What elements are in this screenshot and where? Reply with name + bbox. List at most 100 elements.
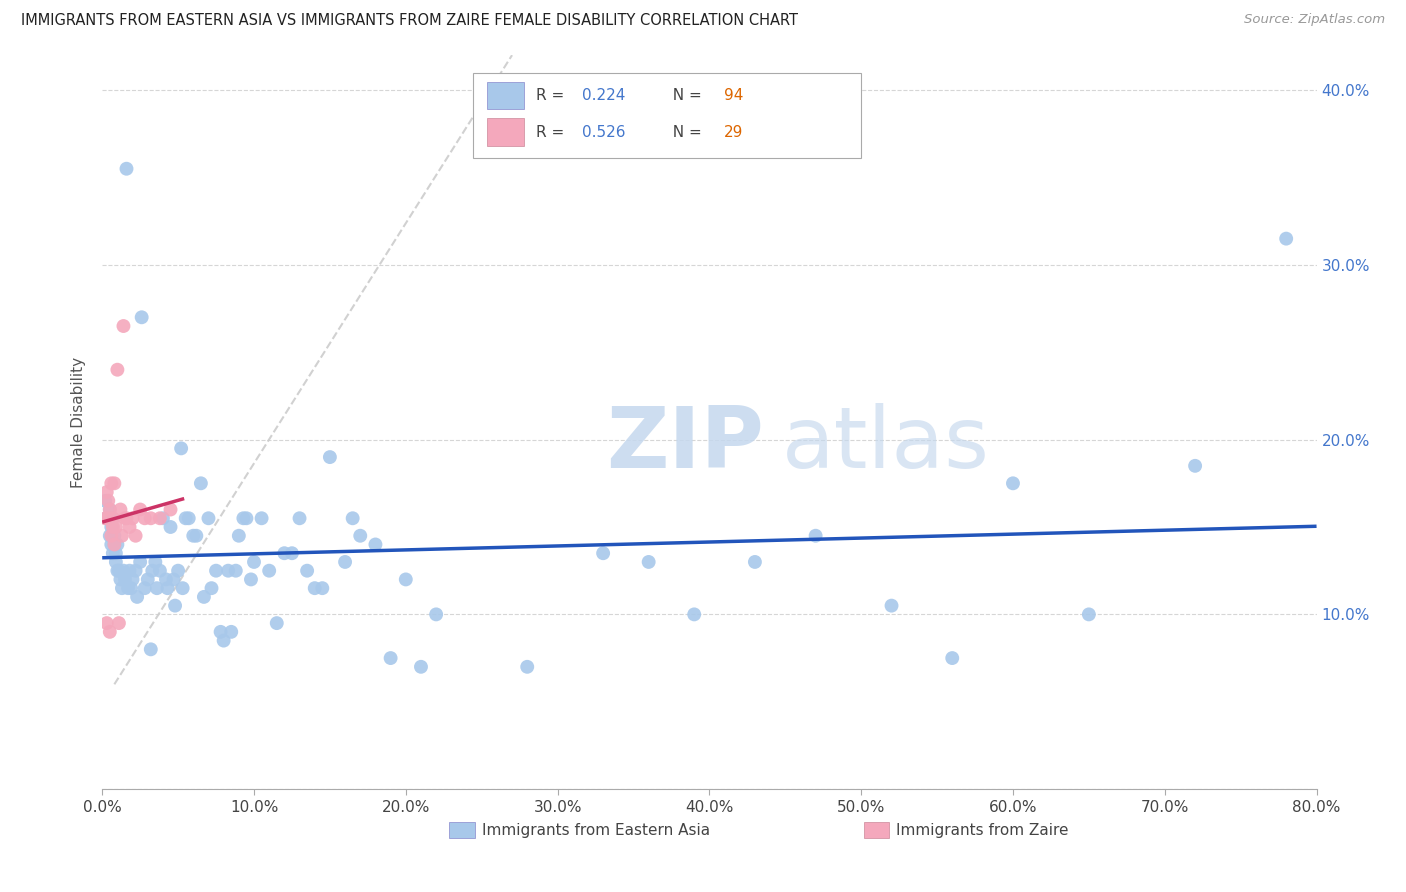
Point [159, 502, 181, 516]
Point [1275, 232, 1298, 246]
Point [108, 616, 131, 631]
Point [103, 537, 125, 551]
Point [266, 616, 288, 631]
Point [172, 581, 194, 595]
Point [152, 511, 174, 525]
Text: R =: R = [536, 88, 569, 103]
Point [105, 362, 128, 376]
Point [174, 511, 197, 525]
Point [165, 599, 187, 613]
Point [149, 564, 172, 578]
Point [193, 590, 215, 604]
Point [167, 564, 190, 578]
Point [349, 529, 371, 543]
Point [139, 511, 162, 525]
Point [112, 564, 135, 578]
Point [683, 607, 706, 622]
Point [156, 581, 179, 595]
Point [304, 581, 326, 595]
Point [110, 502, 132, 516]
Point [311, 581, 333, 595]
Point [97, 511, 120, 525]
Text: 0.526: 0.526 [582, 125, 626, 140]
Point [104, 520, 127, 534]
Point [98, 502, 121, 516]
Point [159, 520, 181, 534]
Text: R =: R = [536, 125, 569, 140]
Point [219, 624, 242, 639]
Text: ZIP: ZIP [606, 402, 763, 485]
Point [342, 511, 364, 525]
Point [96, 616, 118, 631]
Point [98, 624, 121, 639]
Point [114, 511, 136, 525]
Point [170, 442, 193, 456]
Point [98, 529, 121, 543]
Point [425, 607, 447, 622]
Point [117, 581, 139, 595]
FancyBboxPatch shape [486, 81, 523, 110]
Point [190, 476, 212, 491]
Point [129, 502, 152, 516]
Point [103, 476, 125, 491]
Point [637, 555, 659, 569]
Point [134, 581, 156, 595]
Point [1001, 476, 1024, 491]
Point [101, 511, 124, 525]
Point [100, 520, 122, 534]
FancyBboxPatch shape [472, 73, 860, 158]
Point [131, 310, 153, 325]
Point [319, 450, 342, 464]
Point [149, 511, 172, 525]
Point [100, 476, 122, 491]
Point [592, 546, 614, 560]
Text: atlas: atlas [782, 402, 990, 485]
Point [409, 660, 432, 674]
Text: 94: 94 [724, 88, 744, 103]
Point [127, 590, 149, 604]
Point [134, 511, 156, 525]
Point [295, 564, 318, 578]
Point [205, 564, 228, 578]
Point [94, 511, 117, 525]
Point [232, 511, 254, 525]
Point [146, 581, 169, 595]
Point [235, 511, 257, 525]
Point [110, 573, 132, 587]
Text: 29: 29 [724, 125, 744, 140]
Point [115, 511, 138, 525]
Point [181, 529, 204, 543]
Point [101, 511, 124, 525]
Point [209, 624, 232, 639]
Point [744, 555, 766, 569]
Point [225, 564, 247, 578]
Point [121, 511, 143, 525]
Text: N =: N = [664, 88, 707, 103]
Point [162, 573, 184, 587]
Point [186, 529, 208, 543]
Point [516, 660, 538, 674]
Point [239, 573, 262, 587]
Point [141, 564, 163, 578]
Point [364, 537, 387, 551]
Point [380, 651, 402, 665]
Point [281, 546, 304, 560]
Point [103, 537, 125, 551]
Point [250, 511, 273, 525]
Point [100, 529, 122, 543]
Point [155, 573, 177, 587]
Point [217, 564, 239, 578]
Point [104, 555, 127, 569]
Point [257, 564, 280, 578]
Point [143, 555, 166, 569]
Point [101, 546, 124, 560]
Text: Immigrants from Eastern Asia: Immigrants from Eastern Asia [482, 822, 710, 838]
Point [333, 555, 356, 569]
Point [212, 633, 235, 648]
Point [1077, 607, 1099, 622]
Point [96, 485, 118, 500]
Point [1184, 458, 1206, 473]
Point [118, 520, 141, 534]
Point [804, 529, 827, 543]
Point [880, 599, 903, 613]
